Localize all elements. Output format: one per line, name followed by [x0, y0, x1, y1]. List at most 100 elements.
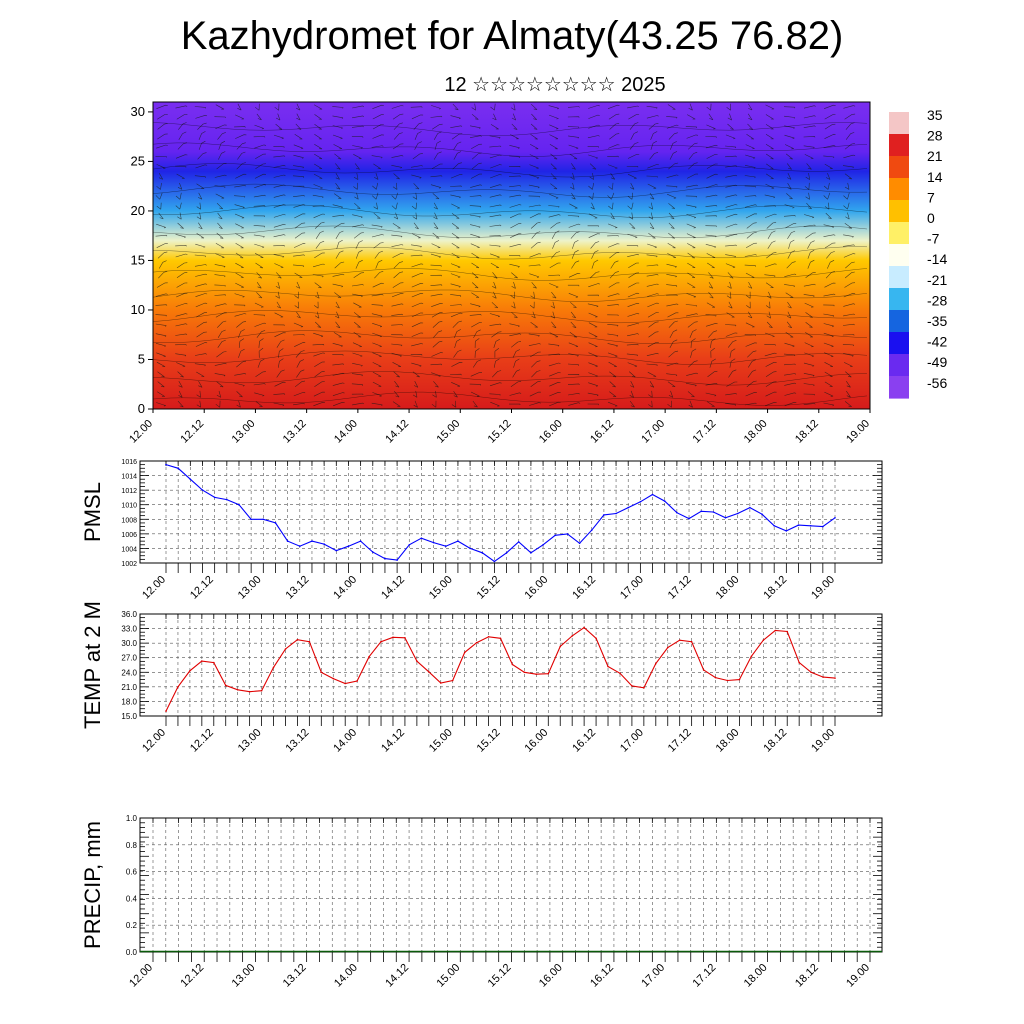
data-point — [392, 636, 394, 639]
x-tick-label: 18.00 — [742, 962, 770, 990]
data-point — [238, 503, 240, 506]
data-point — [359, 540, 362, 542]
contour-line — [153, 122, 868, 136]
data-point — [810, 671, 812, 674]
contour-line — [153, 163, 868, 178]
data-point — [702, 669, 705, 671]
x-tick-label: 12.12 — [178, 962, 206, 990]
x-tick-label: 13.12 — [281, 418, 309, 446]
colorbar-label: -7 — [927, 231, 940, 247]
x-tick-label: 14.12 — [383, 962, 411, 990]
data-point — [296, 638, 299, 641]
y-tick-label: 20 — [131, 203, 145, 218]
x-tick-label: 15.12 — [475, 574, 503, 602]
data-point — [457, 540, 459, 542]
x-tick-label: 16.00 — [522, 574, 550, 602]
x-tick-label: 13.00 — [230, 962, 258, 990]
data-point — [396, 559, 398, 561]
y-tick-label: 10 — [131, 302, 145, 317]
y-tick-label: 1010 — [121, 503, 137, 510]
data-point — [236, 689, 239, 691]
series-points — [165, 463, 836, 563]
data-point — [451, 679, 454, 682]
x-tick-label: 18.00 — [714, 727, 742, 755]
minor-ticks — [140, 817, 882, 962]
data-point — [785, 530, 788, 532]
data-point — [284, 648, 287, 650]
data-point — [651, 493, 654, 496]
colorbar-swatch — [889, 244, 909, 267]
data-point — [798, 661, 800, 664]
x-tick-label: 12.12 — [178, 418, 206, 446]
colorbar-label: 14 — [927, 169, 943, 185]
colorbar-swatch — [889, 200, 909, 223]
x-tick-label: 17.00 — [618, 727, 646, 755]
data-point — [678, 639, 681, 641]
x-tick-label: 19.00 — [844, 418, 872, 446]
data-point — [347, 545, 350, 547]
colorbar-swatch — [889, 310, 909, 333]
data-point — [224, 684, 227, 687]
data-point — [627, 506, 629, 509]
data-point — [299, 545, 301, 547]
contour-line — [153, 268, 868, 281]
data-point — [432, 541, 435, 544]
data-point — [595, 637, 597, 640]
x-tick-label: 15.12 — [486, 418, 514, 446]
contour-line — [153, 391, 868, 406]
x-tick-label: 13.12 — [284, 574, 312, 602]
y-tick-label: 15.0 — [121, 712, 137, 721]
x-tick-label: 17.12 — [666, 727, 694, 755]
contour-line — [153, 183, 868, 198]
data-point — [712, 511, 715, 513]
x-tick-label: 19.00 — [844, 962, 872, 990]
x-tick-label: 12.00 — [127, 962, 155, 990]
x-tick-label: 12.12 — [188, 574, 216, 602]
colorbar-label: 28 — [927, 128, 943, 144]
data-point — [749, 506, 751, 509]
x-tick-label: 16.00 — [522, 727, 550, 755]
data-point — [676, 511, 678, 514]
contour-line — [153, 330, 868, 344]
x-tick-label: 17.12 — [666, 574, 694, 602]
x-tick-label: 14.00 — [332, 962, 360, 990]
data-point — [688, 517, 690, 520]
y-axis-label: TEMP at 2 M — [80, 601, 105, 729]
data-point — [274, 522, 277, 524]
series-points — [165, 626, 836, 712]
data-point — [272, 666, 275, 669]
data-point — [738, 678, 741, 681]
data-point — [583, 626, 585, 629]
data-point — [822, 676, 824, 678]
data-point — [639, 501, 642, 503]
x-tick-label: 12.00 — [140, 727, 168, 755]
data-point — [368, 655, 370, 658]
colorbar-label: -21 — [927, 272, 947, 288]
data-point — [323, 543, 325, 545]
colorbar: 35 28 21 14 7 0 -7 -14 -21 -28 -35 -42 -49 -56 — [889, 107, 947, 399]
x-tick-label: 16.12 — [588, 962, 616, 990]
panel-frame — [139, 613, 883, 717]
data-point — [475, 641, 478, 644]
colorbar-label: 0 — [927, 210, 935, 226]
x-tick-label: 18.12 — [793, 962, 821, 990]
contour-line — [153, 350, 868, 365]
data-point — [445, 545, 447, 547]
data-point — [165, 710, 167, 712]
data-point — [487, 636, 490, 638]
colorbar-swatch — [889, 266, 909, 289]
colorbar-swatch — [889, 332, 909, 355]
colorbar-label: 21 — [927, 148, 943, 164]
y-tick-label: 15 — [131, 252, 145, 267]
y-axis-label: PRECIP, mm — [80, 821, 105, 949]
data-point — [201, 660, 203, 662]
y-tick-label: 30 — [131, 104, 145, 119]
data-point — [372, 551, 374, 553]
minor-ticks — [140, 460, 882, 573]
data-point — [408, 544, 411, 546]
contour-line — [153, 225, 868, 239]
data-point — [631, 685, 633, 687]
contour-line — [153, 289, 868, 302]
x-tick-label: 14.12 — [379, 574, 407, 602]
